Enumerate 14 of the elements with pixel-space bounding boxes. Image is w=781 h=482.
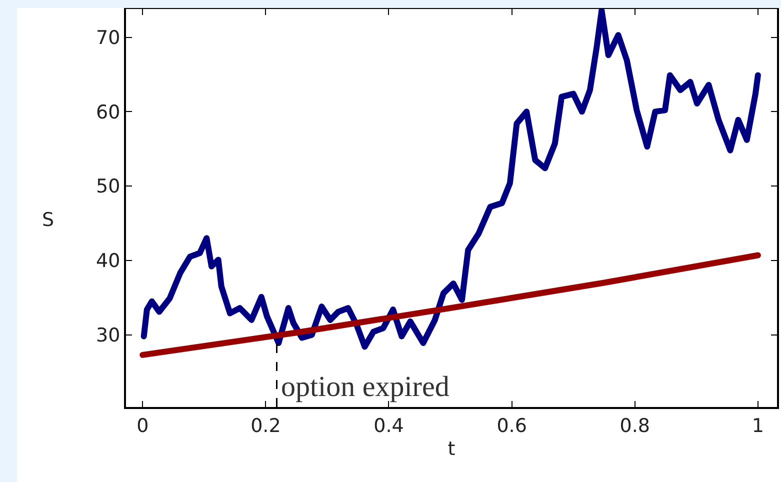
y-axis-title: S bbox=[42, 209, 54, 231]
y-tick-label: 60 bbox=[96, 101, 120, 124]
y-tick-label: 50 bbox=[96, 176, 120, 198]
x-tick-label: 0.2 bbox=[250, 414, 281, 437]
y-tick-label: 30 bbox=[96, 324, 120, 346]
x-tick-label: 0 bbox=[136, 414, 149, 437]
ref-line-label: option expired bbox=[281, 371, 450, 403]
x-tick-label: 0.4 bbox=[374, 414, 404, 437]
x-axis-title: t bbox=[448, 438, 456, 460]
x-tick-label: 1 bbox=[752, 414, 764, 437]
x-tick-label: 0.6 bbox=[496, 414, 527, 437]
x-tick-label: 0.8 bbox=[620, 414, 650, 437]
y-tick-label: 70 bbox=[96, 26, 120, 49]
y-tick-label: 40 bbox=[96, 250, 120, 272]
